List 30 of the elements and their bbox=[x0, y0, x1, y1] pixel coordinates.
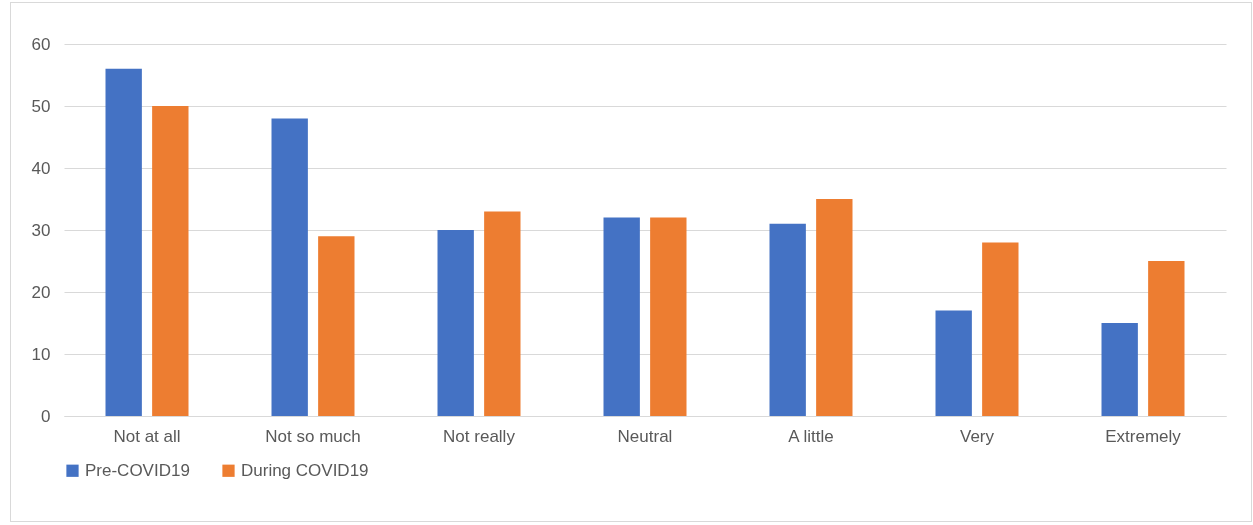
x-tick-label: Not so much bbox=[265, 426, 361, 446]
y-tick-label: 0 bbox=[41, 406, 51, 426]
bar bbox=[484, 211, 521, 416]
bar bbox=[603, 217, 640, 416]
bar bbox=[437, 230, 474, 416]
bar bbox=[1101, 323, 1138, 416]
legend-label: During COVID19 bbox=[241, 460, 369, 480]
y-tick-label: 10 bbox=[31, 344, 51, 364]
bar bbox=[769, 223, 806, 416]
y-tick-label: 20 bbox=[31, 282, 51, 302]
bar bbox=[650, 217, 687, 416]
x-tick-label: A little bbox=[788, 426, 834, 446]
y-tick-label: 30 bbox=[31, 220, 51, 240]
x-tick-label: Extremely bbox=[1105, 426, 1182, 446]
x-tick-label: Neutral bbox=[617, 426, 673, 446]
bar bbox=[318, 236, 355, 416]
x-tick-label: Very bbox=[959, 426, 995, 446]
bar bbox=[1148, 261, 1185, 416]
y-tick-label: 50 bbox=[31, 96, 51, 116]
x-tick-label: Not at all bbox=[113, 426, 181, 446]
y-tick-label: 40 bbox=[31, 158, 51, 178]
bar bbox=[152, 106, 189, 416]
bar bbox=[271, 118, 308, 416]
y-tick-label: 60 bbox=[31, 34, 51, 54]
bar bbox=[935, 310, 972, 416]
bar bbox=[105, 68, 142, 416]
bar bbox=[816, 199, 853, 416]
x-tick-label: Not really bbox=[443, 426, 516, 446]
bar bbox=[982, 242, 1019, 416]
legend-label: Pre-COVID19 bbox=[85, 460, 190, 480]
